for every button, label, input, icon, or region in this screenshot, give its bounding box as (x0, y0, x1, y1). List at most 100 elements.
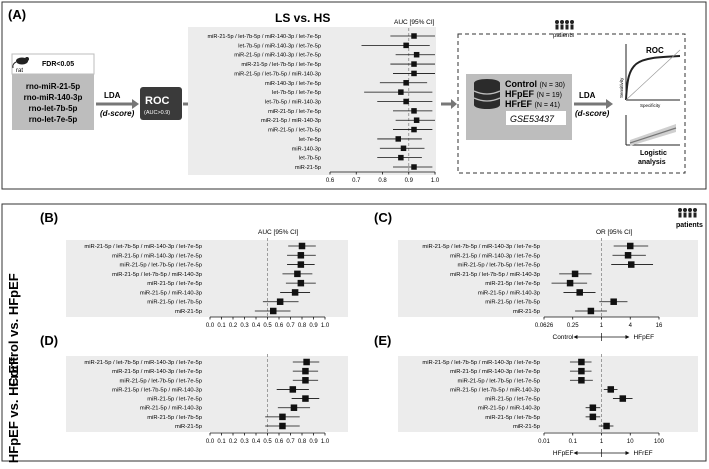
lda-label: LDA (104, 91, 121, 100)
row-label: miR-21-5p / let-7b-5p / let-7e-5p (241, 62, 321, 68)
to-patients-arrow (441, 99, 457, 109)
point-marker (403, 80, 409, 86)
logistic-label: Logistic analysis (638, 150, 667, 166)
tick-label: 0.2 (229, 439, 238, 445)
direction-label-left: Control (553, 334, 575, 341)
point-marker (398, 89, 404, 95)
point-marker (413, 117, 420, 123)
point-marker (411, 61, 417, 67)
side-label-hfpef-hfref: HFpEF vs. HFrEF (6, 357, 21, 463)
point-marker (578, 377, 585, 384)
logistic-thumbnail (625, 115, 680, 146)
tick-label: 0.5 (263, 439, 272, 445)
tick-label: 0.5 (263, 323, 272, 329)
point-marker (398, 154, 404, 161)
point-marker (411, 33, 417, 39)
row-label: miR-21-5p / let-7e-5p (485, 281, 540, 287)
patients-icon-2 (678, 208, 697, 218)
row-label: miR-21-5p / miR-140-3p (140, 406, 202, 412)
roc-box (140, 87, 182, 120)
mirna-name: rno-miR-140-3p (24, 93, 83, 102)
row-label: miR-21-5p / let-7e-5p (147, 397, 202, 403)
patients-dashed-box (457, 33, 686, 174)
point-marker (298, 242, 306, 250)
row-label: miR-21-5p / let-7b-5p / miR-140-3p (450, 387, 540, 393)
tick-label: 0.9 (405, 178, 414, 184)
lda2-label: LDA (579, 91, 596, 100)
rat-label: rat (16, 68, 23, 74)
point-marker (411, 70, 417, 77)
point-marker (302, 395, 309, 402)
point-marker (589, 413, 597, 421)
tick-label: 0.6 (326, 178, 335, 184)
point-marker (297, 261, 305, 268)
tick-label: 0.8 (298, 323, 307, 329)
tick-label: 0.4 (252, 323, 261, 329)
dscore2-label: (d-score) (575, 109, 610, 118)
point-marker (400, 145, 407, 152)
tick-label: 1.0 (431, 178, 440, 184)
side-label-control-hfpef: Control vs. HFpEF (6, 273, 21, 386)
tick-label: 0.1 (569, 439, 578, 445)
row-label: miR-21-5p / let-7b-5p / miR-140-3p / let… (208, 34, 321, 40)
mirna-name: rno-miR-21-5p (26, 82, 80, 91)
tick-label: 0.0626 (535, 323, 554, 329)
plot-header: OR [95% CI] (596, 229, 633, 236)
row-label: let-7e-5p (299, 137, 321, 143)
plot-background (66, 356, 348, 432)
row-label: miR-21-5p / miR-140-3p (478, 290, 540, 296)
row-label: miR-21-5p / let-7b-5p / miR-140-3p / let… (422, 244, 540, 250)
tick-label: 0.0 (206, 439, 215, 445)
row-label: let-7b-5p / miR-140-3p / let-7e-5p (238, 43, 321, 49)
point-marker (297, 279, 305, 287)
tick-label: 0.01 (538, 439, 550, 445)
row-label: miR-21-5p / miR-140-3p / let-7e-5p (450, 369, 540, 375)
direction-arrowhead-left (573, 335, 578, 339)
tick-label: 10 (627, 439, 634, 445)
tick-label: 0.7 (286, 323, 295, 329)
point-marker (290, 404, 298, 411)
point-marker (395, 136, 401, 142)
dataset-box (506, 111, 566, 125)
tick-label: 0.3 (240, 439, 249, 445)
row-label: miR-21-5p / miR-140-3p / let-7e-5p (450, 253, 540, 259)
point-marker (294, 270, 301, 278)
dataset-label: GSE53437 (510, 114, 555, 124)
row-label: miR-21-5p / let-7b-5p / miR-140-3p (112, 272, 202, 278)
row-label: miR-21-5p / miR-140-3p / let-7e-5p (112, 369, 202, 375)
row-label: miR-21-5p / let-7e-5p (147, 281, 202, 287)
direction-arrowhead-left (573, 451, 578, 455)
logistic-line: Logistic (640, 150, 667, 157)
panel-d-forest-plot: miR-21-5p / let-7b-5p / miR-140-3p / let… (66, 354, 348, 445)
plot-header: AUC [95% CI] (258, 229, 299, 236)
panel-e-forest-plot: miR-21-5p / let-7b-5p / miR-140-3p / let… (398, 354, 698, 457)
row-label: miR-21-5p / let-7b-5p / let-7e-5p (120, 378, 202, 384)
row-label: miR-21-5p / let-7b-5p (147, 300, 202, 306)
row-label: miR-21-5p / let-7b-5p (485, 300, 540, 306)
direction-label-right: HFpEF (633, 334, 654, 341)
roc-box-sub: (AUC>0.9) (144, 110, 170, 116)
rat-mirna-list: rno-miR-21-5p rno-miR-140-3p rno-let-7b-5p… (24, 82, 83, 124)
row-label: miR-21-5p (175, 309, 202, 315)
roc-thumbnail (625, 44, 681, 101)
tick-label: 100 (654, 439, 665, 445)
point-marker (289, 386, 297, 393)
point-marker (589, 404, 597, 411)
cohort-row: HFpEF (N = 19) (505, 89, 562, 99)
cohort-name: HFpEF (505, 89, 537, 99)
point-marker (411, 164, 417, 170)
point-marker (603, 422, 610, 430)
row-label: miR-140-3p (292, 146, 321, 152)
point-marker (411, 126, 417, 133)
row-label: miR-21-5p (513, 309, 540, 315)
plot-background (398, 240, 698, 317)
tick-label: 1 (600, 439, 604, 445)
point-marker (403, 42, 409, 49)
row-label: miR-21-5p / let-7b-5p / let-7e-5p (458, 263, 540, 269)
lda2-arrow (574, 99, 613, 109)
roc-thumb-title: ROC (646, 46, 664, 55)
panel-a-forest-plot: miR-21-5p / let-7b-5p / miR-140-3p / let… (192, 28, 440, 184)
row-label: miR-21-5p (175, 424, 202, 430)
tick-label: 0.3 (240, 323, 249, 329)
point-marker (302, 367, 309, 375)
